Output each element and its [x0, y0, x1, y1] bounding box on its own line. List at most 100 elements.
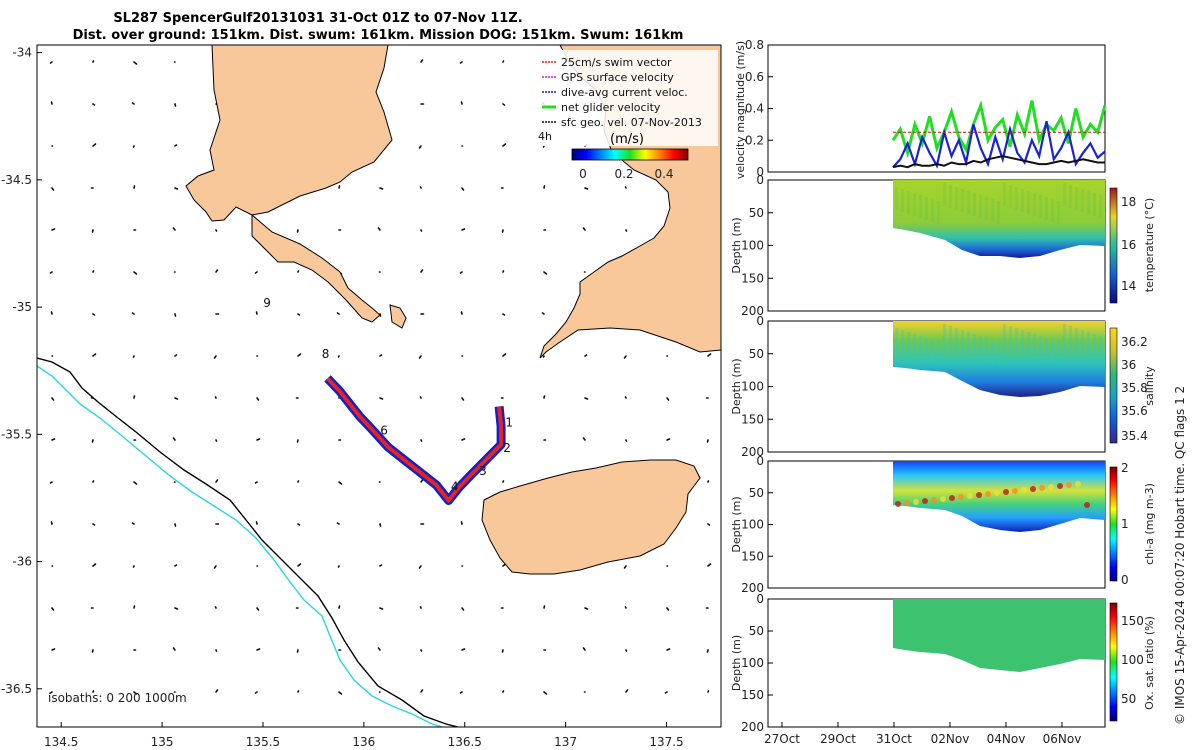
velocity-arrow — [51, 648, 56, 651]
map-xtick-label: 137.5 — [649, 735, 683, 749]
legend-gps: GPS surface velocity — [561, 71, 674, 84]
salinity-ctick-3: 35.6 — [1121, 404, 1148, 418]
velocity-series — [891, 99, 1107, 169]
velocity-arrow — [49, 271, 53, 274]
day-marker-label: 2 — [503, 441, 511, 455]
colorbar-tick-0: 0 — [579, 167, 587, 181]
velocity-arrow — [543, 185, 546, 189]
velocity-y-axis: 0 0.2 0.4 0.6 0.8 — [745, 38, 773, 179]
velocity-arrow — [461, 187, 465, 191]
day-marker-label: 3 — [479, 464, 487, 478]
velocity-arrow — [174, 103, 177, 107]
texture-stripe — [1063, 183, 1066, 207]
texture-stripe — [919, 336, 922, 359]
depth-tick-label: 0 — [756, 592, 764, 606]
map-frame — [36, 44, 722, 728]
texture-stripe — [1045, 197, 1048, 221]
temperature-ctick-1: 16 — [1121, 238, 1136, 252]
chlorophyll-patch — [1021, 487, 1027, 493]
velocity-arrow — [420, 229, 423, 232]
texture-stripe — [955, 187, 958, 211]
texture-stripe — [1057, 201, 1060, 225]
velocity-arrow — [377, 647, 381, 651]
oxygen-ctick-0: 150 — [1121, 614, 1144, 628]
velocity-arrow — [174, 564, 178, 567]
velocity-arrow — [297, 690, 300, 693]
velocity-arrow — [377, 227, 381, 231]
oxygen-ctick-2: 50 — [1121, 692, 1136, 706]
velocity-arrow — [502, 270, 505, 273]
texture-stripe — [931, 340, 934, 363]
map-xtick-label: 136.5 — [448, 735, 482, 749]
texture-stripe — [901, 330, 904, 353]
velocity-arrow — [379, 564, 383, 567]
velocity-arrow — [92, 143, 97, 147]
texture-stripe — [1021, 330, 1024, 353]
depth-tick-label: 200 — [741, 304, 764, 318]
chlorophyll-patch — [958, 494, 964, 500]
texture-stripe — [967, 191, 970, 215]
velocity-arrow — [502, 313, 506, 316]
velocity-arrow — [379, 607, 384, 610]
texture-stripe — [937, 201, 940, 225]
texture-stripe — [991, 340, 994, 363]
chlorophyll-field — [893, 461, 1105, 532]
velocity-arrow — [584, 354, 588, 357]
velocity-arrow — [461, 648, 466, 651]
depth-tick-label: 0 — [756, 454, 764, 468]
velocity-arrow — [707, 563, 712, 567]
oxygen-field — [893, 599, 1105, 672]
velocity-arrow — [420, 59, 424, 63]
chlorophyll-patch — [1075, 481, 1081, 487]
velocity-arrow — [92, 353, 97, 357]
velocity-arrow — [624, 186, 627, 189]
velocity-arrow — [92, 563, 97, 567]
temperature-colorbar — [1109, 187, 1118, 304]
velocity-arrow — [418, 565, 422, 569]
velocity-ytick-label: 0.2 — [745, 133, 764, 147]
velocity-arrow — [91, 439, 94, 443]
velocity-arrow — [297, 523, 301, 526]
isobath-1000m — [37, 365, 445, 727]
profile-axes: 0 50 100 150 200 Depth (m) 0 50 100 150 200 Depth (… — [730, 173, 773, 734]
velocity-arrow — [255, 521, 258, 525]
velocity-arrow — [297, 353, 302, 357]
velocity-frame — [767, 44, 1106, 173]
chlorophyll-patch — [1030, 486, 1036, 492]
texture-stripe — [1039, 195, 1042, 219]
velocity-arrow — [338, 691, 343, 695]
day-marker-label: 8 — [322, 347, 330, 361]
velocity-arrow — [256, 607, 260, 611]
velocity-arrow — [379, 354, 383, 357]
velocity-series-line — [892, 120, 1106, 169]
chlorophyll-panel: chl-a (mg m-3) 2 1 0 — [767, 460, 1156, 589]
velocity-arrow — [460, 521, 463, 525]
oxygen-panel: Ox. sat. ratio (%) 150 100 50 — [767, 598, 1156, 728]
velocity-arrow — [174, 313, 177, 317]
texture-stripe — [1087, 332, 1090, 355]
land-eyre-lower — [251, 213, 381, 323]
texture-stripe — [1099, 336, 1102, 359]
velocity-arrow — [338, 481, 343, 485]
legend-sfc: sfc geo. vel. 07-Nov-2013 — [561, 116, 702, 129]
velocity-arrow — [254, 481, 258, 484]
velocity-arrow — [460, 101, 463, 105]
velocity-arrow — [215, 649, 218, 652]
land-kangaroo-island — [481, 459, 701, 575]
velocity-arrow — [215, 689, 219, 693]
velocity-arrow — [174, 523, 177, 527]
colorbar-tick-1: 0.2 — [614, 167, 633, 181]
chlorophyll-cbar-label: chl-a (mg m-3) — [1143, 483, 1156, 565]
velocity-arrow — [92, 523, 96, 526]
texture-stripe — [979, 336, 982, 359]
velocity-arrow — [666, 648, 671, 651]
temperature-field — [893, 180, 1105, 258]
velocity-arrow — [213, 565, 217, 569]
velocity-arrow — [502, 103, 506, 106]
texture-stripe — [1093, 334, 1096, 357]
velocity-arrow — [420, 689, 424, 693]
velocity-arrow — [214, 606, 217, 609]
velocity-arrow — [215, 229, 218, 232]
velocity-arrow — [133, 395, 136, 399]
